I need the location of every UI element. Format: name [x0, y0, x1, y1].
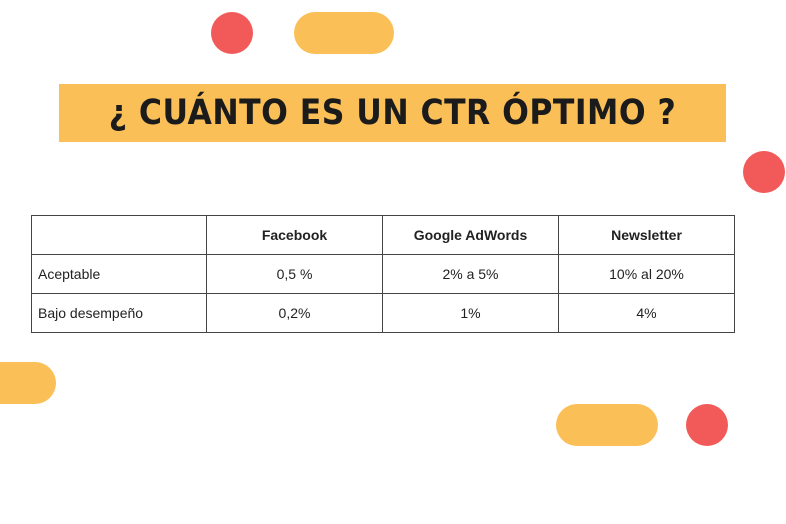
decorative-red-dot-right: [743, 151, 785, 193]
table-header-row: Facebook Google AdWords Newsletter: [31, 215, 735, 255]
table-row: Aceptable 0,5 % 2% a 5% 10% al 20%: [31, 254, 735, 294]
decorative-red-dot-top: [211, 12, 253, 54]
header-google-adwords: Google AdWords: [382, 215, 559, 255]
cell-aceptable-google-adwords: 2% a 5%: [382, 254, 559, 294]
decorative-orange-pill-left: [0, 362, 56, 404]
table-corner-cell: [31, 215, 207, 255]
decorative-red-dot-bottom: [686, 404, 728, 446]
cell-bajo-facebook: 0,2%: [206, 293, 383, 333]
header-newsletter: Newsletter: [558, 215, 735, 255]
cell-bajo-google-adwords: 1%: [382, 293, 559, 333]
decorative-orange-pill-bottom: [556, 404, 658, 446]
decorative-orange-pill-top: [294, 12, 394, 54]
row-label-bajo-desempeno: Bajo desempeño: [31, 293, 207, 333]
ctr-table: Facebook Google AdWords Newsletter Acept…: [31, 215, 735, 333]
title-highlight: [59, 84, 726, 142]
header-facebook: Facebook: [206, 215, 383, 255]
row-label-aceptable: Aceptable: [31, 254, 207, 294]
table-row: Bajo desempeño 0,2% 1% 4%: [31, 293, 735, 333]
cell-bajo-newsletter: 4%: [558, 293, 735, 333]
cell-aceptable-newsletter: 10% al 20%: [558, 254, 735, 294]
cell-aceptable-facebook: 0,5 %: [206, 254, 383, 294]
page-title: ¿ CUÁNTO ES UN CTR ÓPTIMO ?: [108, 93, 677, 133]
